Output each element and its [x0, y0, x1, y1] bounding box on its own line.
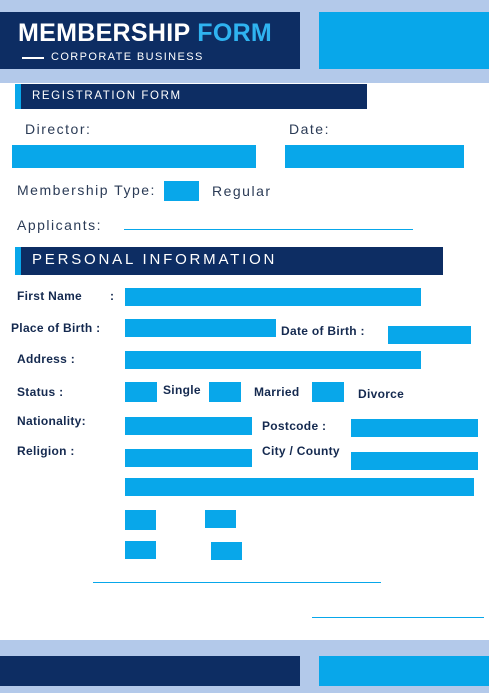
subtitle-divider — [22, 57, 44, 59]
status-label: Status : — [17, 385, 64, 399]
status-divorce-checkbox[interactable] — [312, 382, 344, 402]
nationality-label: Nationality: — [17, 414, 86, 428]
religion-label: Religion : — [17, 444, 75, 458]
form-subtitle: CORPORATE BUSINESS — [51, 51, 204, 63]
membership-type-label: Membership Type: — [17, 182, 156, 198]
applicants-line[interactable] — [124, 229, 413, 230]
personal-section-label: PERSONAL INFORMATION — [32, 251, 278, 268]
address-field[interactable] — [125, 351, 421, 369]
director-field[interactable] — [12, 145, 256, 168]
first-name-field[interactable] — [125, 288, 421, 306]
membership-type-checkbox[interactable] — [164, 181, 199, 201]
signature-line-1[interactable] — [93, 582, 381, 583]
status-single-checkbox[interactable] — [125, 382, 157, 402]
first-name-label: First Name — [17, 289, 83, 303]
registration-bar-accent — [15, 84, 21, 109]
header-accent-block — [319, 12, 489, 69]
footer-navy-panel — [0, 656, 300, 686]
membership-type-regular: Regular — [212, 183, 272, 199]
address-label: Address : — [17, 352, 76, 366]
status-divorce-label: Divorce — [358, 387, 405, 401]
option-box-1[interactable] — [125, 510, 156, 530]
postcode-field[interactable] — [351, 419, 478, 437]
city-county-label: City / County — [262, 444, 340, 458]
option-box-4[interactable] — [211, 542, 242, 560]
footer-accent-block — [319, 656, 489, 686]
date-field[interactable] — [285, 145, 464, 168]
option-box-3[interactable] — [125, 541, 156, 559]
personal-bar — [21, 247, 443, 275]
signature-line-2[interactable] — [312, 617, 484, 618]
date-of-birth-label: Date of Birth : — [281, 324, 365, 338]
place-of-birth-label: Place of Birth : — [11, 321, 101, 335]
registration-bar — [21, 84, 367, 109]
postcode-label: Postcode : — [262, 419, 327, 433]
religion-field[interactable] — [125, 449, 252, 467]
city-county-field[interactable] — [351, 452, 478, 470]
status-single-label: Single — [163, 383, 201, 397]
personal-bar-accent — [15, 247, 21, 275]
date-label: Date: — [289, 121, 330, 137]
date-of-birth-field[interactable] — [388, 326, 471, 344]
form-title-accent: FORM — [197, 19, 273, 47]
status-married-checkbox[interactable] — [209, 382, 241, 402]
first-name-colon: : — [110, 289, 115, 303]
form-title-main: MEMBERSHIP — [18, 19, 191, 47]
nationality-field[interactable] — [125, 417, 252, 435]
form-title: MEMBERSHIP FORM — [18, 19, 272, 48]
option-box-2[interactable] — [205, 510, 236, 528]
header-title-panel — [0, 12, 300, 69]
place-of-birth-field[interactable] — [125, 319, 276, 337]
additional-field[interactable] — [125, 478, 474, 496]
applicants-label: Applicants: — [17, 217, 102, 233]
status-married-label: Married — [254, 385, 300, 399]
registration-section-label: REGISTRATION FORM — [32, 90, 182, 102]
director-label: Director: — [25, 121, 92, 137]
